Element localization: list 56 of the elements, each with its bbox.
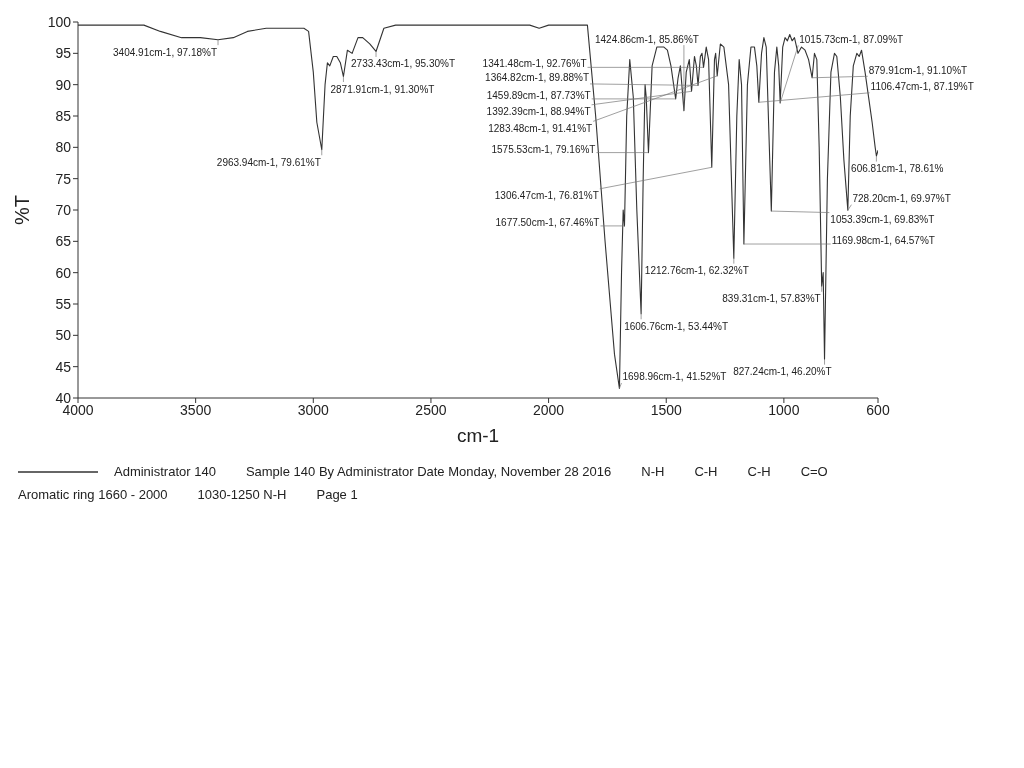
text: 1030-1250 N-H <box>197 487 287 502</box>
annotation: 1306.47cm-1, 76.81%T <box>494 189 599 201</box>
y-tick-label: 40 <box>55 389 72 406</box>
y-tick-label: 65 <box>55 233 72 250</box>
annotation: 1677.50cm-1, 67.46%T <box>495 216 600 228</box>
text: C=O <box>800 464 828 479</box>
annotation: 827.24cm-1, 46.20%T <box>733 365 832 377</box>
annotation: 1606.76cm-1, 53.44%T <box>624 320 729 332</box>
annotation: 1364.82cm-1, 89.88%T <box>485 71 590 83</box>
annotation: 1053.39cm-1, 69.83%T <box>830 213 935 225</box>
annotation: 1015.73cm-1, 87.09%T <box>799 33 904 45</box>
annotation: 1424.86cm-1, 85.86%T <box>594 33 699 45</box>
x-tick-label: 3000 <box>297 401 330 418</box>
y-tick-label: 60 <box>55 264 72 281</box>
y-tick-label: 50 <box>55 327 72 344</box>
x-tick-label: 1000 <box>768 401 800 418</box>
text: Aromatic ring 1660 - 2000 <box>18 487 168 502</box>
y-tick-label: 100 <box>47 13 72 30</box>
annotation: 1392.39cm-1, 88.94%T <box>486 105 591 117</box>
y-tick-label: 70 <box>55 201 72 218</box>
y-tick-label: 80 <box>55 139 72 156</box>
annotation: 1341.48cm-1, 92.76%T <box>482 57 587 69</box>
y-tick-label: 95 <box>55 45 72 62</box>
y-tick-label: 85 <box>55 107 72 124</box>
annotation: 1459.89cm-1, 87.73%T <box>486 89 591 101</box>
annotation: 1698.96cm-1, 41.52%T <box>622 370 727 382</box>
annotation: 839.31cm-1, 57.83%T <box>722 292 821 304</box>
annotation: 1283.48cm-1, 91.41%T <box>488 122 593 134</box>
text: Page 1 <box>316 487 358 502</box>
annotation: 2733.43cm-1, 95.30%T <box>351 57 456 69</box>
text: Administrator 140 <box>114 464 216 479</box>
annotation: 2963.94cm-1, 79.61%T <box>216 156 321 168</box>
y-axis-title: %T <box>11 195 33 225</box>
annotation: 1575.53cm-1, 79.16%T <box>491 143 596 155</box>
text: C-H <box>747 464 771 479</box>
text: Sample 140 By Administrator Date Monday, November 28 2016 <box>245 464 612 479</box>
y-tick-label: 45 <box>55 358 72 375</box>
annotation: 1212.76cm-1, 62.32%T <box>644 264 749 276</box>
annotation: 728.20cm-1, 69.97%T <box>852 192 951 204</box>
text: N-H <box>641 464 665 479</box>
x-axis-title: cm-1 <box>456 425 500 446</box>
annotation: 3404.91cm-1, 97.18%T <box>113 46 218 58</box>
x-tick-label: 1500 <box>650 401 683 418</box>
x-tick-label: 3500 <box>180 401 212 418</box>
y-tick-label: 75 <box>55 170 72 187</box>
x-tick-label: 2500 <box>415 401 447 418</box>
annotation: 1106.47cm-1, 87.19%T <box>870 80 974 92</box>
annotation: 879.91cm-1, 91.10%T <box>868 64 968 76</box>
text: C-H <box>694 464 718 479</box>
x-tick-label: 2000 <box>533 401 565 418</box>
y-tick-label: 90 <box>55 76 72 93</box>
annotation: 1169.98cm-1, 64.57%T <box>831 234 935 246</box>
x-tick-label: 600 <box>866 401 890 418</box>
annotation: 2871.91cm-1, 91.30%T <box>330 83 435 95</box>
annotation: 606.81cm-1, 78.61% <box>851 162 944 174</box>
y-tick-label: 55 <box>55 295 72 312</box>
